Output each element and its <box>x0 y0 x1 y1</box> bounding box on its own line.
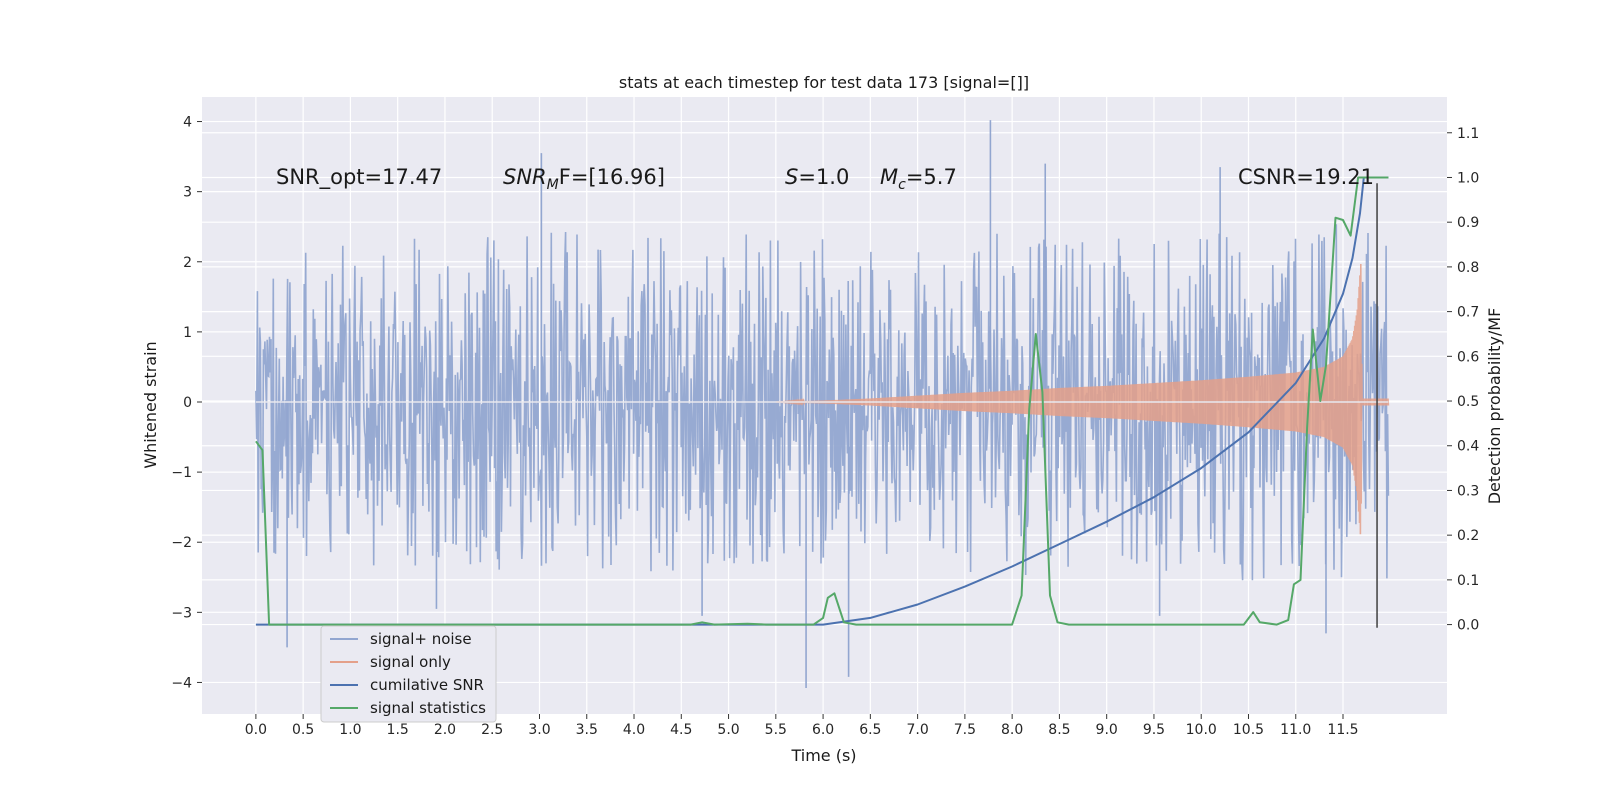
annotation-chirp-mass: Mc=5.7 <box>880 165 957 193</box>
y-left-axis-ticks: 4 3 2 1 0 −1 −2 −3 −4 <box>171 115 202 691</box>
x-tick-label: 11.0 <box>1280 722 1311 738</box>
legend-label-signal-only: signal only <box>370 653 451 671</box>
y-right-tick-label: 0.0 <box>1457 618 1479 634</box>
y-right-tick-label: 0.1 <box>1457 573 1479 589</box>
series-layer <box>255 120 1390 689</box>
legend-label-signal-noise: signal+ noise <box>370 630 472 648</box>
y-right-tick-label: 1.0 <box>1457 170 1479 186</box>
y-left-tick-label: 1 <box>183 325 192 341</box>
x-tick-label: 8.0 <box>1001 722 1023 738</box>
x-tick-label: 4.5 <box>670 722 692 738</box>
series-cumulative-snr <box>255 176 1389 626</box>
x-tick-label: 7.5 <box>954 722 976 738</box>
x-tick-label: 2.0 <box>434 722 456 738</box>
chart-title: stats at each timestep for test data 173… <box>619 73 1029 92</box>
annotation-spin: S=1.0 <box>785 165 849 189</box>
y-left-tick-label: 2 <box>183 255 192 271</box>
y-left-axis-label: Whitened strain <box>141 341 160 468</box>
x-tick-label: 10.0 <box>1186 722 1217 738</box>
y-left-tick-label: −1 <box>171 465 192 481</box>
y-right-axis-ticks: 1.1 1.0 0.9 0.8 0.7 0.6 0.5 0.4 0.3 0.2 0.1 0.0 <box>1447 126 1479 634</box>
legend-label-signal-statistics: signal statistics <box>370 699 486 717</box>
y-left-tick-label: 3 <box>183 185 192 201</box>
y-right-axis-label: Detection probability/MF <box>1485 308 1504 505</box>
x-tick-label: 2.5 <box>481 722 503 738</box>
y-right-tick-label: 0.4 <box>1457 439 1479 455</box>
x-tick-label: 8.5 <box>1048 722 1070 738</box>
x-tick-label: 5.0 <box>717 722 739 738</box>
x-tick-label: 7.0 <box>906 722 928 738</box>
x-axis-label: Time (s) <box>790 746 856 765</box>
legend-label-cumulative-snr: cumilative SNR <box>370 676 484 694</box>
x-axis-ticks: 0.0 0.5 1.0 1.5 2.0 2.5 3.0 3.5 4.0 4.5 5.0 5.5 6.0 6… <box>245 714 1359 738</box>
y-right-tick-label: 0.2 <box>1457 528 1479 544</box>
y-left-tick-label: −2 <box>171 535 192 551</box>
x-tick-label: 1.0 <box>339 722 361 738</box>
legend: signal+ noise signal only cumilative SNR… <box>320 625 497 723</box>
y-right-tick-label: 0.8 <box>1457 260 1479 276</box>
y-left-tick-label: −3 <box>171 605 192 621</box>
legend-box <box>320 625 497 723</box>
y-right-tick-label: 0.7 <box>1457 305 1479 321</box>
y-right-tick-label: 0.6 <box>1457 349 1479 365</box>
x-tick-label: 0.0 <box>245 722 267 738</box>
y-left-tick-label: 0 <box>183 395 192 411</box>
x-tick-label: 3.0 <box>528 722 550 738</box>
series-signal-noise <box>255 224 1390 581</box>
annotations: SNR_opt=17.47 SNRMF=[16.96] S=1.0 Mc=5.7… <box>276 165 1374 193</box>
series-signal-statistics <box>255 176 1389 626</box>
x-tick-label: 0.5 <box>292 722 314 738</box>
x-tick-label: 6.5 <box>859 722 881 738</box>
annotation-snr-opt: SNR_opt=17.47 <box>276 165 442 190</box>
y-left-tick-label: −4 <box>171 675 192 691</box>
x-tick-label: 3.5 <box>576 722 598 738</box>
x-tick-label: 10.5 <box>1233 722 1264 738</box>
y-right-tick-label: 0.9 <box>1457 215 1479 231</box>
x-tick-label: 9.0 <box>1096 722 1118 738</box>
x-tick-label: 6.0 <box>812 722 834 738</box>
x-tick-label: 4.0 <box>623 722 645 738</box>
y-right-tick-label: 1.1 <box>1457 126 1479 142</box>
annotation-snr-mf: SNRMF=[16.96] <box>503 165 665 193</box>
y-right-tick-label: 0.3 <box>1457 483 1479 499</box>
x-tick-label: 5.5 <box>765 722 787 738</box>
x-tick-label: 1.5 <box>387 722 409 738</box>
y-right-tick-label: 0.5 <box>1457 394 1479 410</box>
y-left-tick-label: 4 <box>183 115 192 131</box>
annotation-csnr: CSNR=19.21 <box>1238 165 1374 189</box>
x-tick-label: 9.5 <box>1143 722 1165 738</box>
x-tick-label: 11.5 <box>1327 722 1358 738</box>
